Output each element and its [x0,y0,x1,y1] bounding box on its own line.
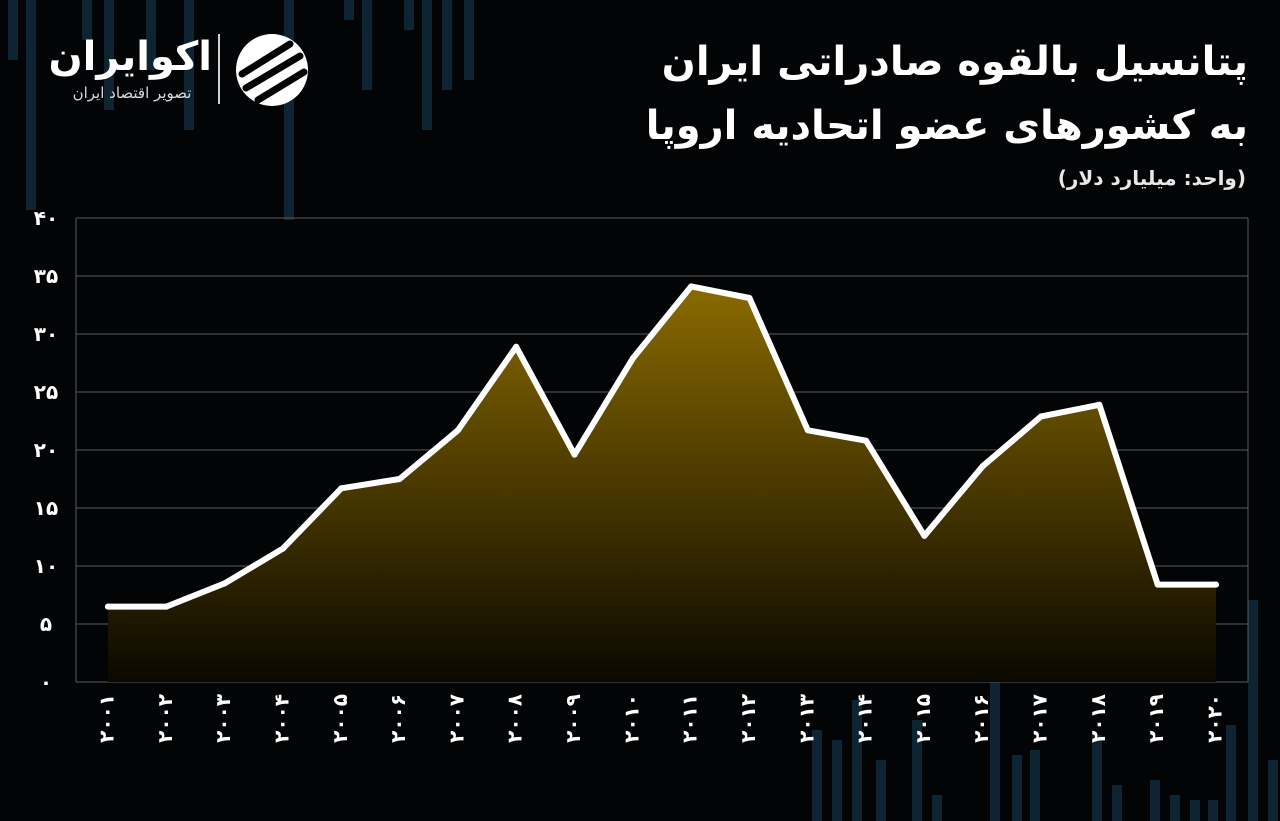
brand-name: اکوایران [48,34,212,80]
data-point [979,463,986,470]
x-tick-label: ۲۰۰۵ [328,694,352,743]
x-tick-label: ۲۰۰۲ [153,694,177,743]
background-bar [422,0,432,130]
data-point [396,476,403,482]
background-bar [1092,735,1102,821]
data-point [571,451,578,458]
x-tick-label: ۲۰۱۹ [1144,694,1168,743]
background-bar [812,730,822,821]
background-bar [1150,780,1160,821]
background-bar [184,0,194,130]
data-point [1096,401,1103,408]
background-bar [442,0,452,90]
y-tick-label: ۳۰ [34,322,58,346]
x-tick-label: ۲۰۱۴ [853,694,877,743]
data-point [454,427,461,434]
data-point [105,603,111,610]
background-bar [1012,755,1022,821]
x-tick-label: ۲۰۱۲ [736,694,760,743]
y-tick-label: ۰ [40,670,52,694]
x-tick-label: ۲۰۰۸ [503,694,527,743]
y-tick-label: ۲۰ [34,438,58,462]
chart-unit-label: (واحد: میلیارد دلار) [1057,166,1246,190]
background-bar [1030,750,1040,821]
data-point [921,532,928,539]
brand-tagline: تصویر اقتصاد ایران [72,84,192,102]
background-bar [464,0,474,80]
background-bar [912,720,922,821]
x-tick-label: ۲۰۰۱ [95,694,119,743]
background-bar [284,0,294,220]
data-point [163,603,170,610]
y-tick-label: ۴۰ [34,206,58,230]
x-tick-label: ۲۰۱۳ [794,694,818,743]
brand-logo: اکوایران تصویر اقتصاد ایران [46,30,316,110]
x-tick-label: ۲۰۰۷ [444,694,468,743]
x-axis-ticks: ۲۰۰۱ ۲۰۰۲ ۲۰۰۳ ۲۰۰۴ ۲۰۰۵ ۲۰۰۶ ۲۰۰۷ ۲۰۰۸ ۲۰۰۹ ۲۰۱۰… [95,694,1227,743]
data-point [804,427,811,434]
background-bar [362,0,372,90]
x-tick-label: ۲۰۰۶ [386,694,410,743]
data-point [1213,581,1219,588]
chart-title-line-1: پتانسیل بالقوه صادراتی ایران [661,39,1248,85]
x-tick-label: ۲۰۲۰ [1203,694,1227,743]
background-bar [104,0,114,110]
background-bar [146,0,156,70]
background-bar [82,0,92,40]
background-bar [932,795,942,821]
series-group [105,283,1219,682]
data-point [221,580,228,587]
series-area-fill [108,286,1216,682]
data-point [338,485,345,492]
x-tick-label: ۲۰۰۴ [269,694,293,743]
x-tick-label: ۲۰۱۷ [1028,694,1052,743]
background-bar [1190,800,1200,821]
background-bar [1226,725,1236,821]
background-bar [26,0,36,210]
data-point [688,283,695,290]
data-point [513,343,520,350]
x-tick-label: ۲۰۱۰ [619,694,643,743]
data-point [746,295,753,302]
data-point [1154,581,1161,588]
data-point [279,545,286,552]
y-tick-label: ۱۵ [34,496,58,520]
data-point [863,437,870,444]
x-tick-label: ۲۰۱۱ [678,694,702,743]
x-tick-label: ۲۰۱۸ [1086,694,1110,743]
brand-mark-icon [236,34,308,106]
data-point [629,355,636,362]
background-bar [1112,785,1122,821]
background-bar [1170,795,1180,821]
data-point [1038,413,1045,420]
x-tick-label: ۲۰۰۹ [561,694,585,743]
background-bar [1208,800,1218,821]
background-bar [1268,760,1278,821]
logo-divider [218,34,220,104]
background-bar [876,760,886,821]
background-bar [344,0,354,20]
background-bar [852,700,862,821]
background-bar [404,0,414,30]
background-bar [832,740,842,821]
series-line [105,283,1219,610]
x-tick-label: ۲۰۰۳ [211,694,235,743]
background-bar [1248,600,1258,821]
background-bar [8,0,18,60]
x-tick-label: ۲۰۱۶ [969,694,993,743]
chart-title-line-2: به کشورهای عضو اتحادیه اروپا [645,103,1248,149]
y-tick-label: ۳۵ [34,264,58,288]
x-tick-label: ۲۰۱۵ [911,694,935,743]
background-bar [990,600,1000,821]
y-tick-label: ۲۵ [34,380,58,404]
y-tick-label: ۵ [40,612,52,636]
y-axis-ticks: ۰ ۵ ۱۰ ۱۵ ۲۰ ۲۵ ۳۰ ۳۵ ۴۰ [34,206,58,694]
y-tick-label: ۱۰ [34,554,58,578]
